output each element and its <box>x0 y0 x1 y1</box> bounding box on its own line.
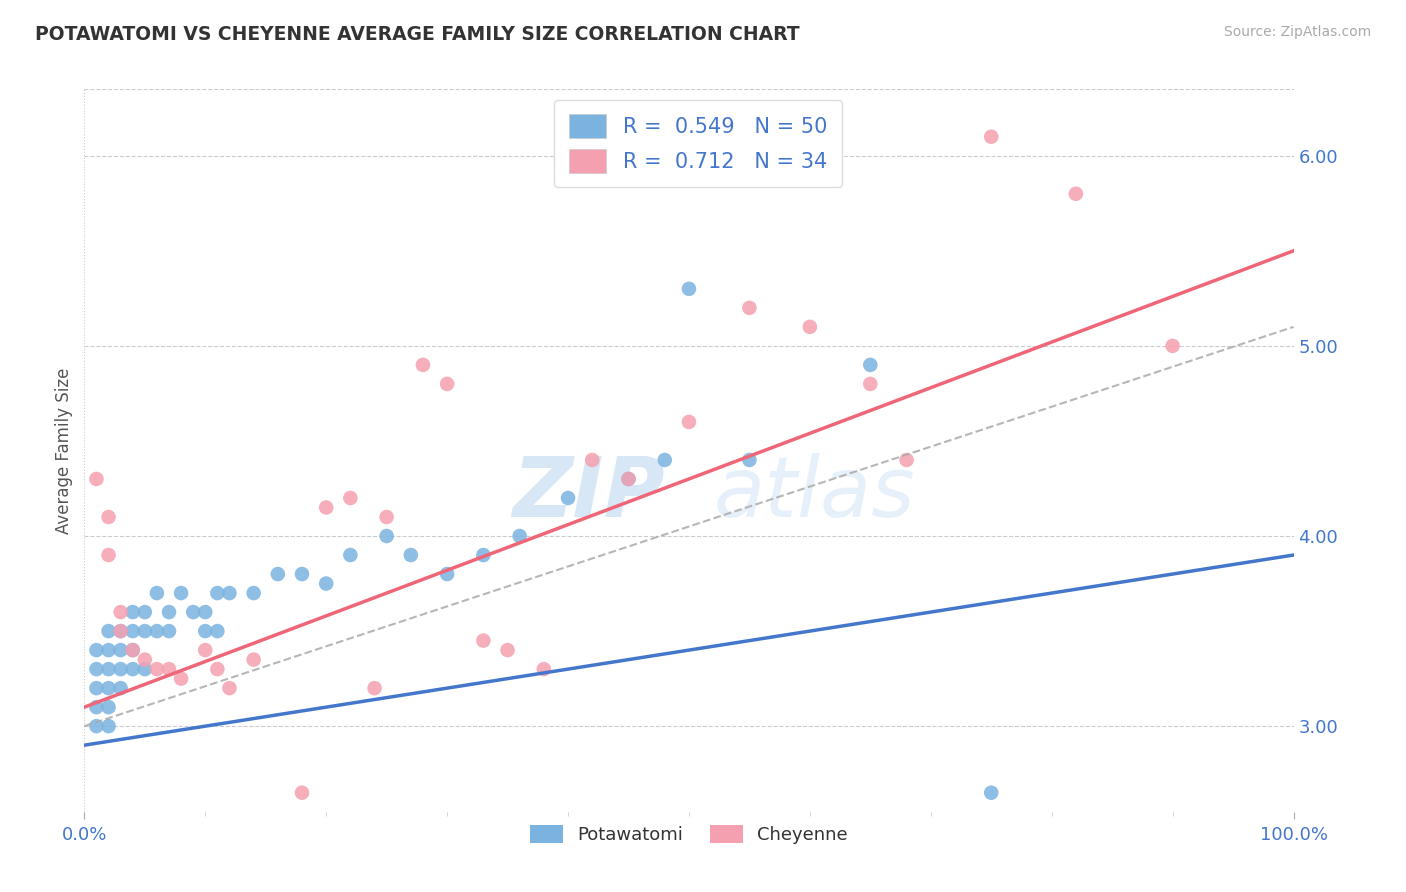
Point <box>339 548 361 562</box>
Point <box>496 643 519 657</box>
Point <box>980 129 1002 144</box>
Point <box>738 453 761 467</box>
Point <box>86 719 108 733</box>
Point <box>194 605 217 619</box>
Text: Source: ZipAtlas.com: Source: ZipAtlas.com <box>1223 25 1371 39</box>
Point <box>170 586 193 600</box>
Point <box>121 643 143 657</box>
Point <box>375 510 398 524</box>
Point <box>134 605 156 619</box>
Point <box>146 624 169 638</box>
Point <box>97 548 120 562</box>
Point <box>242 652 264 666</box>
Point <box>146 662 169 676</box>
Point <box>1064 186 1087 201</box>
Point <box>121 605 143 619</box>
Point <box>218 586 240 600</box>
Text: ZIP: ZIP <box>512 453 665 534</box>
Point <box>207 624 229 638</box>
Point <box>97 662 120 676</box>
Point <box>134 662 156 676</box>
Point <box>375 529 398 543</box>
Point <box>110 624 132 638</box>
Point <box>412 358 434 372</box>
Point <box>110 681 132 695</box>
Point <box>267 567 290 582</box>
Point <box>110 662 132 676</box>
Point <box>533 662 555 676</box>
Point <box>291 567 314 582</box>
Point <box>97 700 120 714</box>
Point <box>242 586 264 600</box>
Point <box>859 376 882 391</box>
Point <box>654 453 676 467</box>
Point <box>110 643 132 657</box>
Point <box>97 624 120 638</box>
Point <box>896 453 918 467</box>
Point <box>315 576 337 591</box>
Point <box>617 472 640 486</box>
Point <box>157 605 180 619</box>
Point <box>557 491 579 505</box>
Point <box>1161 339 1184 353</box>
Point <box>134 624 156 638</box>
Point <box>157 662 180 676</box>
Point <box>121 662 143 676</box>
Point <box>170 672 193 686</box>
Point <box>157 624 180 638</box>
Point <box>399 548 422 562</box>
Point <box>86 643 108 657</box>
Point <box>859 358 882 372</box>
Point <box>291 786 314 800</box>
Point <box>436 376 458 391</box>
Point <box>86 472 108 486</box>
Point <box>194 624 217 638</box>
Point <box>86 700 108 714</box>
Point <box>146 586 169 600</box>
Point <box>110 605 132 619</box>
Point <box>97 510 120 524</box>
Point <box>581 453 603 467</box>
Point <box>97 681 120 695</box>
Point <box>678 282 700 296</box>
Point <box>134 652 156 666</box>
Point <box>121 643 143 657</box>
Point <box>339 491 361 505</box>
Point <box>97 719 120 733</box>
Point <box>678 415 700 429</box>
Point <box>97 643 120 657</box>
Point <box>315 500 337 515</box>
Point <box>363 681 385 695</box>
Point <box>472 548 495 562</box>
Point <box>509 529 531 543</box>
Point <box>86 681 108 695</box>
Point <box>472 633 495 648</box>
Y-axis label: Average Family Size: Average Family Size <box>55 368 73 533</box>
Point <box>207 586 229 600</box>
Point <box>110 624 132 638</box>
Point <box>980 786 1002 800</box>
Point <box>799 319 821 334</box>
Point <box>218 681 240 695</box>
Legend: Potawatomi, Cheyenne: Potawatomi, Cheyenne <box>522 816 856 854</box>
Point <box>436 567 458 582</box>
Point <box>207 662 229 676</box>
Point <box>617 472 640 486</box>
Text: atlas: atlas <box>713 453 915 534</box>
Point <box>181 605 204 619</box>
Point <box>86 662 108 676</box>
Point <box>121 624 143 638</box>
Point <box>194 643 217 657</box>
Text: POTAWATOMI VS CHEYENNE AVERAGE FAMILY SIZE CORRELATION CHART: POTAWATOMI VS CHEYENNE AVERAGE FAMILY SI… <box>35 25 800 44</box>
Point <box>738 301 761 315</box>
